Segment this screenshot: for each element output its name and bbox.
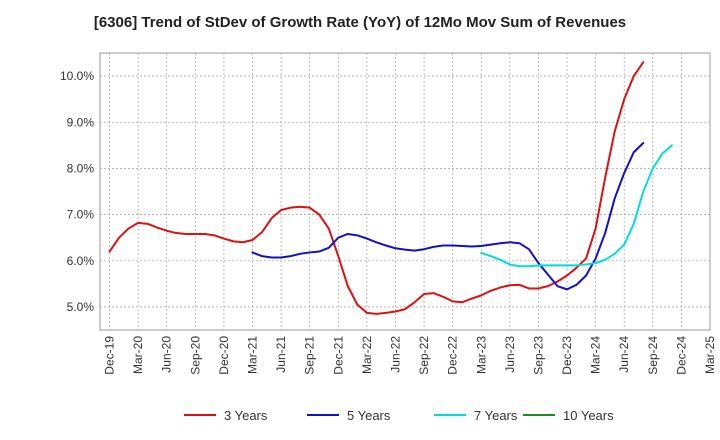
x-tick-label: Sep-21 [303,336,317,375]
y-tick-label: 6.0% [67,254,95,268]
series-line-7-years [480,144,673,268]
y-tick-label: 8.0% [67,161,95,175]
legend-label-3-years: 3 Years [224,408,268,423]
x-tick-label: Dec-22 [446,336,460,375]
x-tick-label: Mar-25 [703,336,717,374]
x-tick-label: Mar-24 [589,336,603,374]
x-tick-label: Mar-23 [474,336,488,374]
legend-label-10-years: 10 Years [563,408,614,423]
x-tick-label: Sep-22 [417,336,431,375]
x-tick-label: Dec-21 [331,336,345,375]
x-tick-label: Sep-23 [531,336,545,375]
x-tick-label: Dec-19 [103,336,117,375]
x-tick-label: Dec-24 [674,336,688,375]
legend-label-7-years: 7 Years [474,408,518,423]
x-tick-label: Jun-23 [503,336,517,373]
x-tick-label: Mar-21 [246,336,260,374]
x-tick-label: Jun-24 [617,336,631,373]
legend-label-5-years: 5 Years [347,408,391,423]
y-tick-label: 7.0% [67,208,95,222]
plot-frame [99,52,711,331]
x-tick-label: Jun-21 [274,336,288,373]
x-tick-label: Mar-20 [131,336,145,374]
x-tick-label: Jun-20 [160,336,174,373]
y-tick-label: 9.0% [67,115,95,129]
y-tick-label: 10.0% [60,69,94,83]
x-tick-label: Sep-24 [646,336,660,375]
chart-title: [6306] Trend of StDev of Growth Rate (Yo… [93,14,627,31]
x-tick-label: Mar-22 [360,336,374,374]
x-tick-label: Dec-23 [560,336,574,375]
x-tick-label: Jun-22 [388,336,402,373]
y-tick-label: 5.0% [67,300,95,314]
series-line-5-years [251,142,645,291]
x-tick-label: Dec-20 [217,336,231,375]
x-tick-label: Sep-20 [188,336,202,375]
